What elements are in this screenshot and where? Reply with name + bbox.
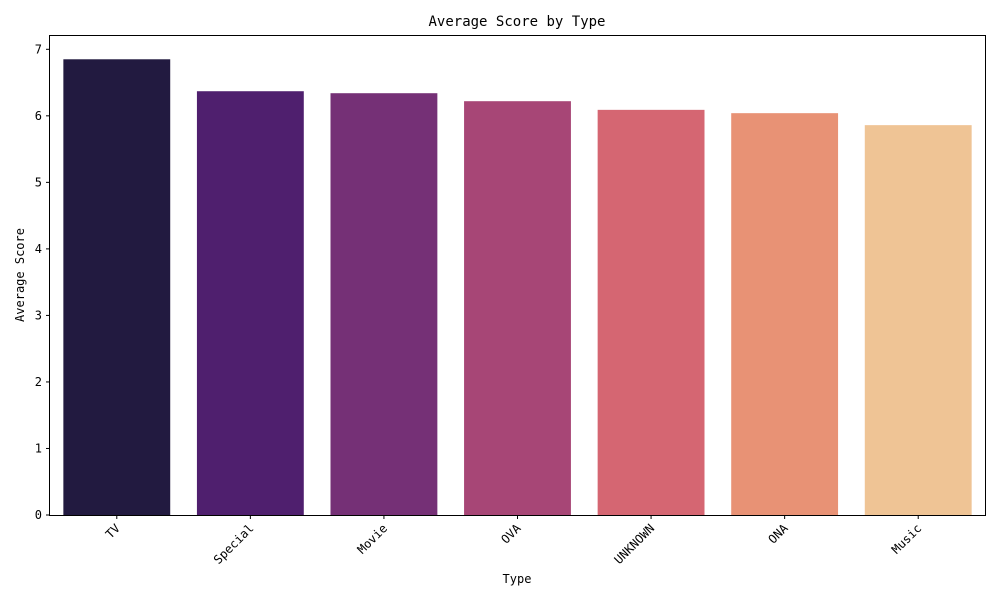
y-tick-label: 4 — [35, 242, 42, 256]
bar-ova — [464, 101, 571, 515]
bars-group — [63, 59, 972, 516]
chart-title: Average Score by Type — [428, 14, 605, 30]
y-tick-label: 0 — [35, 508, 42, 522]
x-tick-label: TV — [103, 521, 123, 541]
bar-tv — [63, 59, 171, 515]
bar-unknown — [597, 109, 705, 515]
bar-special — [196, 91, 304, 515]
x-tick-label: Movie — [355, 521, 390, 556]
y-tick-label: 7 — [35, 42, 42, 56]
x-tick-label: UNKNOWN — [612, 521, 658, 567]
x-tick-label: ONA — [766, 521, 792, 547]
bar-movie — [330, 93, 438, 516]
plot-frame — [49, 35, 986, 516]
x-axis: TV Special Movie OVA UNKNOWN ONA Music — [103, 515, 924, 567]
y-axis-label: Average Score — [13, 228, 27, 322]
y-axis: 0 1 2 3 4 5 6 7 — [35, 42, 50, 522]
x-tick-label: Music — [889, 521, 924, 556]
y-tick-label: 5 — [35, 175, 42, 189]
x-tick-label: OVA — [498, 521, 524, 547]
x-tick-label: Special — [211, 521, 257, 567]
y-tick-label: 3 — [35, 308, 42, 322]
y-tick-label: 2 — [35, 375, 42, 389]
y-tick-label: 6 — [35, 109, 42, 123]
bar-ona — [731, 113, 839, 516]
x-axis-label: Type — [503, 572, 532, 586]
y-tick-label: 1 — [35, 441, 42, 455]
bar-music — [864, 125, 972, 516]
